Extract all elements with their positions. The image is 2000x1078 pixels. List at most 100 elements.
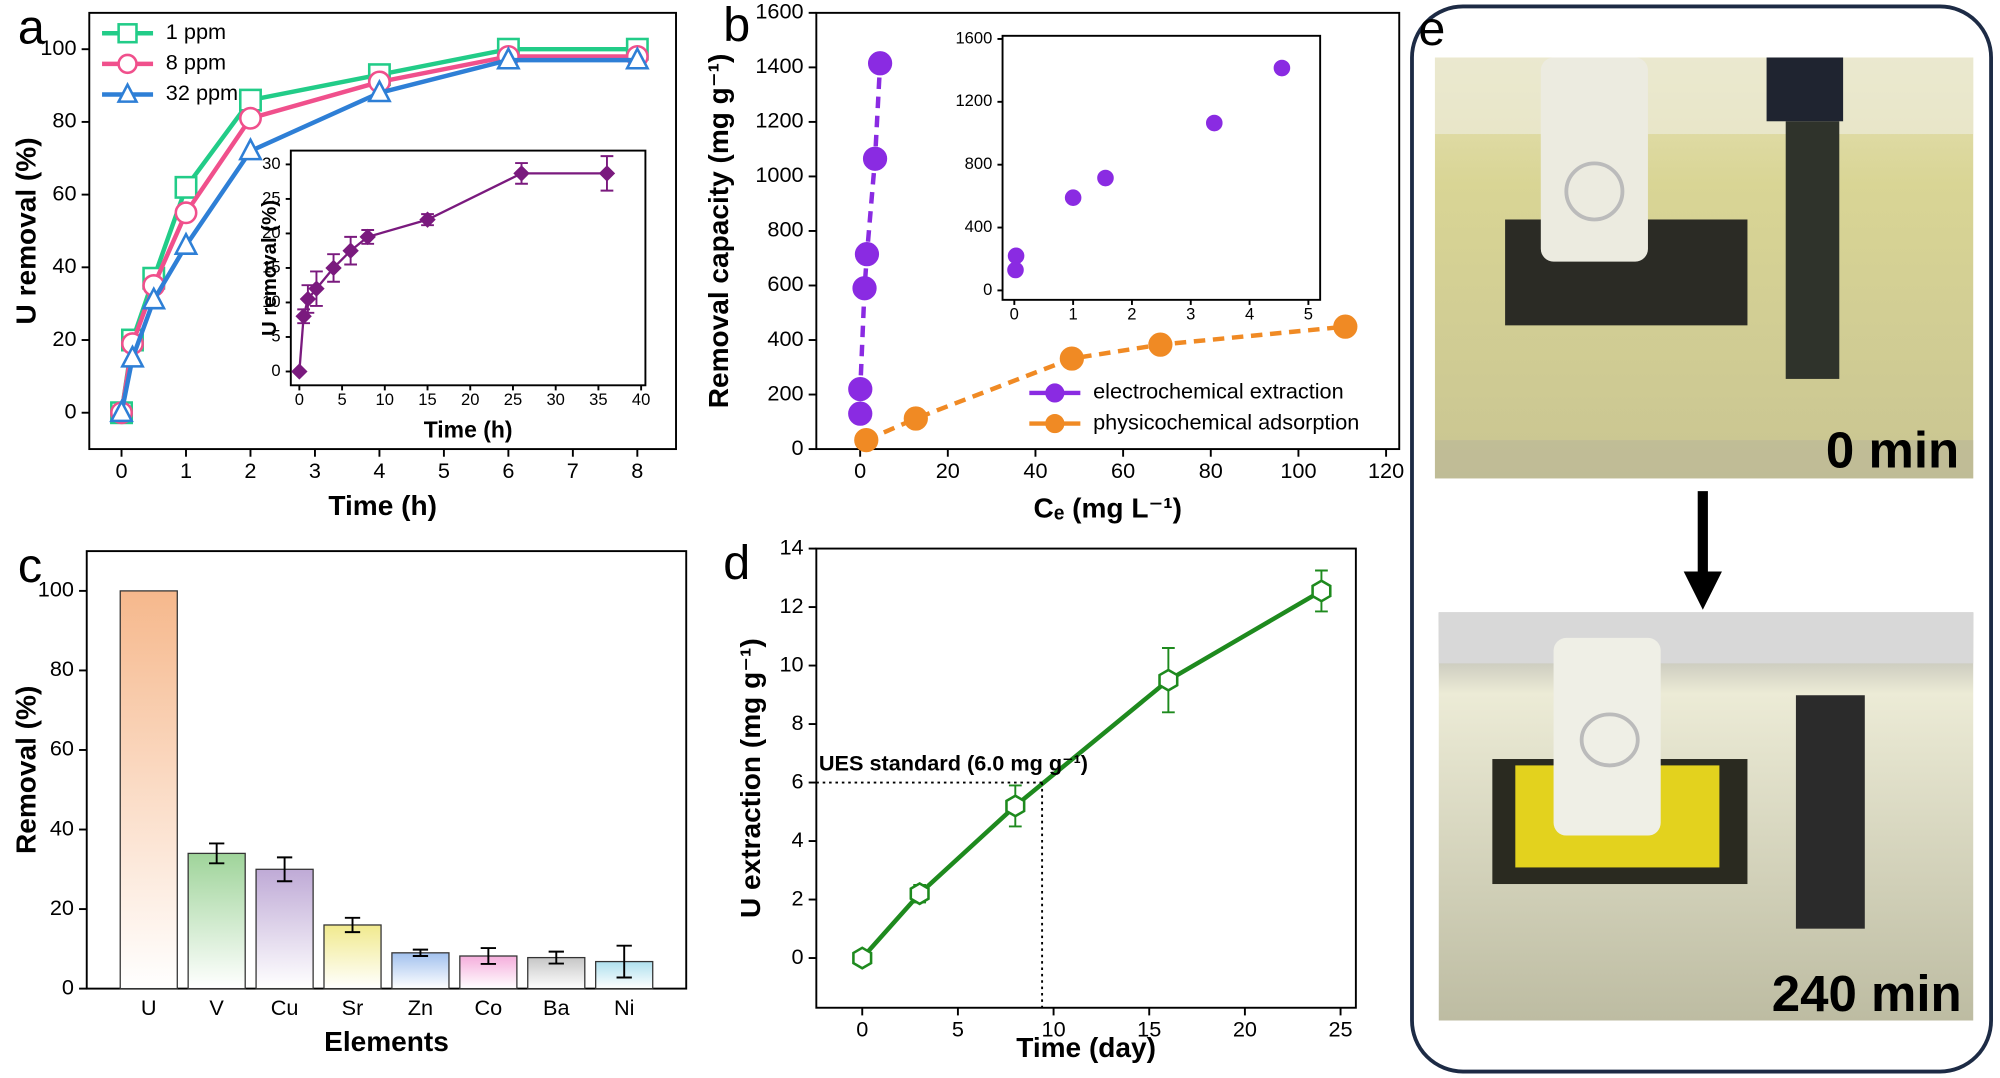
x-tick-label: 4 — [373, 458, 385, 483]
error-bar — [548, 950, 564, 965]
y-tick-label: 8 — [792, 710, 804, 735]
marker — [909, 882, 930, 906]
x-tick-label: 5 — [337, 390, 346, 409]
marker — [1064, 189, 1082, 206]
photo-panel: e 0 min 240 min — [1410, 2, 1993, 1074]
x-tick-label: 30 — [546, 390, 564, 409]
x-tick-label: Co — [475, 995, 503, 1020]
y-tick-label: 600 — [767, 271, 803, 296]
y-tick-label: 20 — [50, 895, 74, 920]
x-tick-label: 2 — [1127, 305, 1136, 324]
x-tick-label: 20 — [936, 458, 960, 483]
plot-frame — [1001, 34, 1322, 301]
photo-caption: 0 min — [1826, 422, 1959, 479]
marker — [854, 242, 880, 267]
plot-frame — [289, 149, 647, 387]
y-tick-label: 4 — [792, 827, 804, 852]
y-tick-label: 10 — [779, 651, 803, 676]
legend-marker — [117, 53, 138, 75]
marker — [513, 165, 530, 182]
plot-frame — [85, 550, 688, 990]
y-tick-label: 0 — [792, 435, 804, 460]
x-tick-label: 80 — [1199, 458, 1223, 483]
x-tick-label: 1 — [180, 458, 192, 483]
legend-label: 32 ppm — [166, 80, 238, 105]
marker — [299, 290, 317, 308]
x-tick-label: 5 — [438, 458, 450, 483]
x-tick-label: 15 — [1137, 1016, 1161, 1041]
x-tick-label: 0 — [1010, 305, 1019, 324]
error-bar — [412, 948, 429, 957]
x-tick-label: 0 — [854, 458, 866, 483]
y-tick-label: 200 — [767, 380, 803, 405]
error-bar — [344, 916, 361, 934]
series-line — [119, 57, 638, 414]
x-tick-label: 2 — [244, 458, 256, 483]
y-tick-label: 20 — [262, 223, 280, 242]
marker — [862, 146, 888, 171]
marker — [325, 259, 342, 277]
panel-label: e — [1418, 2, 1445, 56]
marker — [1158, 668, 1179, 692]
y-tick-label: 0 — [983, 280, 992, 299]
marker — [342, 242, 359, 259]
y-axis-label: U removal (%) — [259, 200, 281, 336]
legend-marker — [1045, 383, 1065, 403]
y-tick-label: 1000 — [755, 162, 803, 187]
y-tick-label: 5 — [271, 326, 280, 345]
marker — [852, 276, 877, 301]
y-tick-label: 0 — [792, 944, 804, 969]
y-axis-label: U removal (%) — [10, 137, 41, 324]
bar — [323, 924, 382, 990]
x-tick-label: 15 — [418, 390, 436, 409]
marker — [308, 280, 325, 297]
error-bar — [616, 944, 632, 979]
marker — [1273, 59, 1291, 77]
marker — [854, 427, 879, 453]
x-tick-label: 25 — [504, 390, 522, 409]
marker — [367, 78, 392, 103]
x-tick-label: 6 — [502, 458, 514, 483]
marker — [1007, 247, 1025, 265]
series-line — [298, 172, 607, 372]
bar — [187, 852, 246, 990]
x-tick-label: Cu — [271, 995, 299, 1020]
y-tick-label: 1600 — [955, 28, 992, 47]
x-tick-label: Zn — [408, 995, 433, 1020]
y-tick-label: 15 — [262, 257, 280, 276]
photo-caption: 240 min — [1772, 965, 1962, 1022]
x-tick-label: 40 — [632, 390, 650, 409]
x-tick-label: Ba — [543, 995, 570, 1020]
y-tick-label: 800 — [965, 154, 993, 173]
x-tick-label: 8 — [631, 458, 643, 483]
marker — [141, 286, 167, 310]
y-axis-label: Removal capacity (mg g⁻¹) — [703, 54, 734, 409]
legend-marker — [1045, 414, 1065, 434]
x-tick-label: 10 — [376, 390, 394, 409]
annotation: UES standard (6.0 mg g⁻¹) — [819, 750, 1088, 775]
photo-bottom — [1438, 612, 1974, 1021]
y-tick-label: 2 — [792, 885, 804, 910]
y-tick-label: 1400 — [755, 53, 803, 78]
panel-label: b — [723, 0, 750, 52]
x-tick-label: 0 — [115, 458, 127, 483]
x-axis-label: Time (h) — [424, 416, 513, 442]
y-tick-label: 0 — [64, 398, 76, 423]
marker — [903, 406, 928, 431]
x-tick-label: 5 — [952, 1016, 964, 1041]
photo-top — [1434, 57, 1974, 479]
y-tick-label: 80 — [52, 108, 76, 133]
x-axis-label: Cₑ (mg L⁻¹) — [1034, 493, 1182, 524]
y-tick-label: 14 — [779, 534, 803, 559]
y-axis-label: Removal (%) — [10, 686, 41, 854]
y-tick-label: 0 — [62, 974, 74, 999]
marker — [598, 165, 616, 182]
y-tick-label: 1200 — [755, 108, 803, 133]
x-tick-label: 35 — [589, 390, 607, 409]
marker — [174, 175, 198, 199]
y-tick-label: 20 — [52, 326, 76, 351]
legend-marker — [117, 23, 138, 44]
y-tick-label: 100 — [38, 577, 74, 602]
y-tick-label: 60 — [52, 180, 76, 205]
